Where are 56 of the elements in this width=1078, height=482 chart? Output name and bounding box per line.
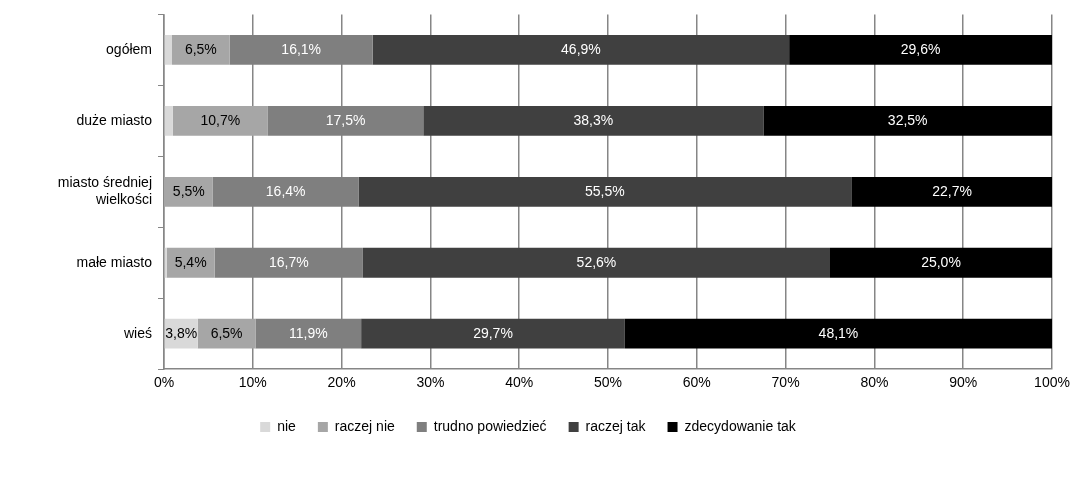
bar xyxy=(358,176,852,207)
bar xyxy=(164,34,172,65)
bar xyxy=(164,105,173,136)
x-tick-label: 30% xyxy=(416,374,445,391)
data-label: 52,6% xyxy=(576,253,617,270)
data-label: 48,1% xyxy=(818,324,859,341)
data-label: 16,4% xyxy=(265,182,306,199)
data-label: 6,5% xyxy=(210,324,243,341)
x-tick-label: 100% xyxy=(1034,374,1070,391)
x-tick-label: 70% xyxy=(771,374,800,391)
x-tick-label: 80% xyxy=(860,374,889,391)
data-label: 55,5% xyxy=(585,182,625,199)
data-label: 25,0% xyxy=(921,253,961,270)
data-label: 38,3% xyxy=(573,111,614,128)
data-label: 10,7% xyxy=(200,111,241,128)
data-label: 16,1% xyxy=(281,40,322,57)
bar xyxy=(830,247,1052,278)
data-label: 6,5% xyxy=(184,40,217,57)
legend-label: raczej nie xyxy=(334,417,395,434)
y-tick-label: wieś xyxy=(122,324,152,341)
bar xyxy=(172,105,268,136)
bar xyxy=(372,34,790,65)
bar xyxy=(423,105,764,136)
bar xyxy=(362,247,830,278)
x-tick-label: 0% xyxy=(153,374,175,391)
y-tick-label: duże miasto xyxy=(76,111,153,128)
data-label: 22,7% xyxy=(932,182,972,199)
data-label: 32,5% xyxy=(887,111,928,128)
legend-label: nie xyxy=(277,417,297,434)
y-tick-label: małe miasto xyxy=(76,253,153,270)
legend-label: raczej tak xyxy=(585,417,647,434)
y-tick-label: miasto średniej wielkości xyxy=(57,174,152,208)
data-label: 11,9% xyxy=(288,324,328,341)
legend-label: zdecydowanie tak xyxy=(684,417,797,434)
data-label: 5,4% xyxy=(174,253,207,270)
x-tick-label: 10% xyxy=(238,374,267,391)
bar xyxy=(171,34,230,65)
x-tick-label: 50% xyxy=(593,374,623,391)
data-label: 16,7% xyxy=(268,253,309,270)
x-tick-label: 60% xyxy=(682,374,711,391)
x-tick-label: 20% xyxy=(327,374,356,391)
data-label: 3,8% xyxy=(165,324,198,341)
data-label: 29,7% xyxy=(473,324,513,341)
data-label: 46,9% xyxy=(561,40,601,57)
y-tick-label: ogółem xyxy=(106,40,152,57)
bar xyxy=(789,34,1052,65)
legend-label: trudno powiedzieć xyxy=(433,417,547,434)
x-tick-label: 90% xyxy=(949,374,978,391)
data-label: 17,5% xyxy=(325,111,366,128)
data-label: 5,5% xyxy=(172,182,205,199)
data-label: 29,6% xyxy=(900,40,941,57)
bar xyxy=(763,105,1052,136)
x-tick-label: 40% xyxy=(505,374,534,391)
bar xyxy=(361,318,625,349)
bar xyxy=(851,176,1052,207)
bar xyxy=(624,318,1052,349)
